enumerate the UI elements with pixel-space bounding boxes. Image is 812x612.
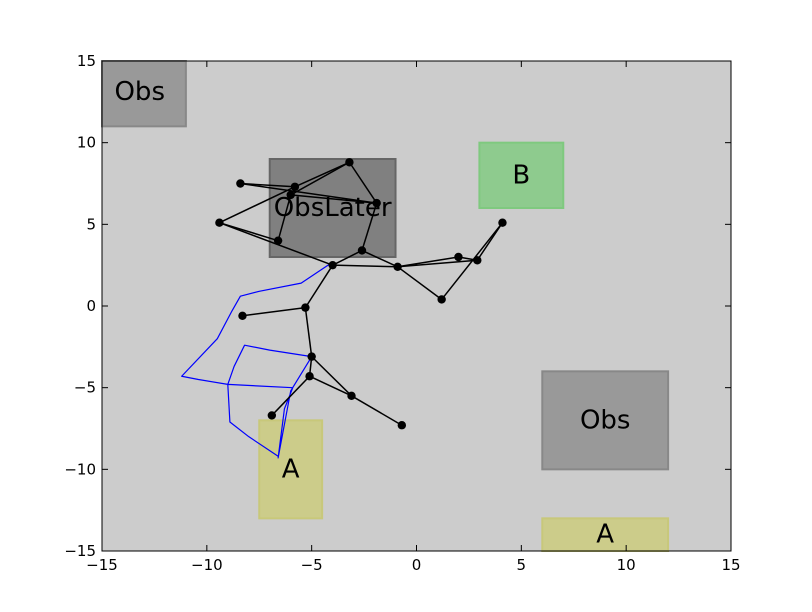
graph-edge-14 <box>397 266 443 301</box>
graph-node-6 <box>273 236 283 245</box>
y-tick-label-0: −15 <box>64 542 96 560</box>
graph-node-5 <box>215 218 224 227</box>
x-tick-label-4: 5 <box>517 556 527 574</box>
graph-nodes <box>215 158 507 430</box>
region-label-5: A <box>596 520 614 550</box>
y-tick-label-3: 0 <box>86 297 96 315</box>
region-b-2 <box>478 141 565 210</box>
graph-edge-19 <box>476 222 504 261</box>
region-obs-0 <box>101 60 187 128</box>
graph-edge-18 <box>441 222 504 300</box>
graph-node-14 <box>301 303 310 312</box>
graph-node-17 <box>305 372 314 381</box>
graph-edges <box>219 161 504 426</box>
graph-edge-21 <box>242 306 306 317</box>
graph-node-0 <box>345 158 354 167</box>
graph-node-3 <box>286 190 295 200</box>
graph-node-4 <box>372 198 381 208</box>
graph-node-18 <box>347 391 356 401</box>
region-label-2: B <box>512 160 530 190</box>
graph-node-8 <box>328 260 337 270</box>
graph-node-20 <box>397 421 407 430</box>
graph-node-1 <box>236 179 245 188</box>
y-tick-label-5: 10 <box>77 134 96 152</box>
graph-node-2 <box>290 182 300 191</box>
graph-node-12 <box>473 256 482 265</box>
region-label-3: Obs <box>580 405 631 435</box>
region-a-4 <box>258 419 324 520</box>
trajectory-layer <box>181 263 331 459</box>
y-tick-label-4: 5 <box>86 215 96 233</box>
graph-node-15 <box>238 311 247 320</box>
graph-edge-25 <box>309 375 352 397</box>
graph-edge-15 <box>397 256 459 268</box>
graph-edge-7 <box>277 194 292 241</box>
y-tick-label-2: −5 <box>74 379 96 397</box>
region-a-5 <box>541 517 670 552</box>
x-tick-label-6: 15 <box>721 556 740 574</box>
plot-area-background <box>102 61 731 551</box>
graph-edge-13 <box>332 264 398 268</box>
graph-edge-12 <box>361 249 398 268</box>
graph-node-13 <box>498 218 507 227</box>
axes: −15 −10 −5 0 5 10 15 −15 −10 −5 0 5 10 15 <box>64 52 740 574</box>
x-tick-label-3: 0 <box>412 556 422 574</box>
graph-edge-24 <box>311 356 353 397</box>
x-tick-label-0: −15 <box>86 556 118 574</box>
region-label-4: A <box>282 454 300 484</box>
graph-edge-2 <box>348 161 378 204</box>
graph-edge-8 <box>361 202 378 251</box>
graph-edge-20 <box>304 264 334 309</box>
graph-edge-0 <box>294 161 350 188</box>
graph-edge-3 <box>240 182 295 188</box>
graph-node-10 <box>437 295 446 304</box>
graph-node-9 <box>393 262 402 271</box>
x-tick-label-5: 10 <box>617 556 636 574</box>
graph-node-16 <box>307 352 316 361</box>
graph-edge-1 <box>290 161 350 196</box>
graph-edge-6 <box>290 194 377 204</box>
graph-node-11 <box>454 252 463 262</box>
graph-edge-5 <box>219 186 296 224</box>
y-tick-label-1: −10 <box>64 460 96 478</box>
graph-edge-22 <box>304 307 313 357</box>
graph-edge-11 <box>332 249 363 266</box>
graph-edge-26 <box>271 375 311 416</box>
region-label-0: Obs <box>114 77 165 107</box>
trajectory-line <box>181 263 331 459</box>
graph-edge-27 <box>351 395 403 426</box>
y-tick-label-6: 15 <box>77 52 96 70</box>
x-tick-label-2: −5 <box>301 556 323 574</box>
region-obs-3 <box>541 370 670 471</box>
graph-node-7 <box>357 246 367 255</box>
x-tick-label-1: −10 <box>191 556 223 574</box>
graph-edge-16 <box>397 259 478 268</box>
graph-edge-4 <box>240 182 377 204</box>
graph-node-19 <box>267 411 277 420</box>
